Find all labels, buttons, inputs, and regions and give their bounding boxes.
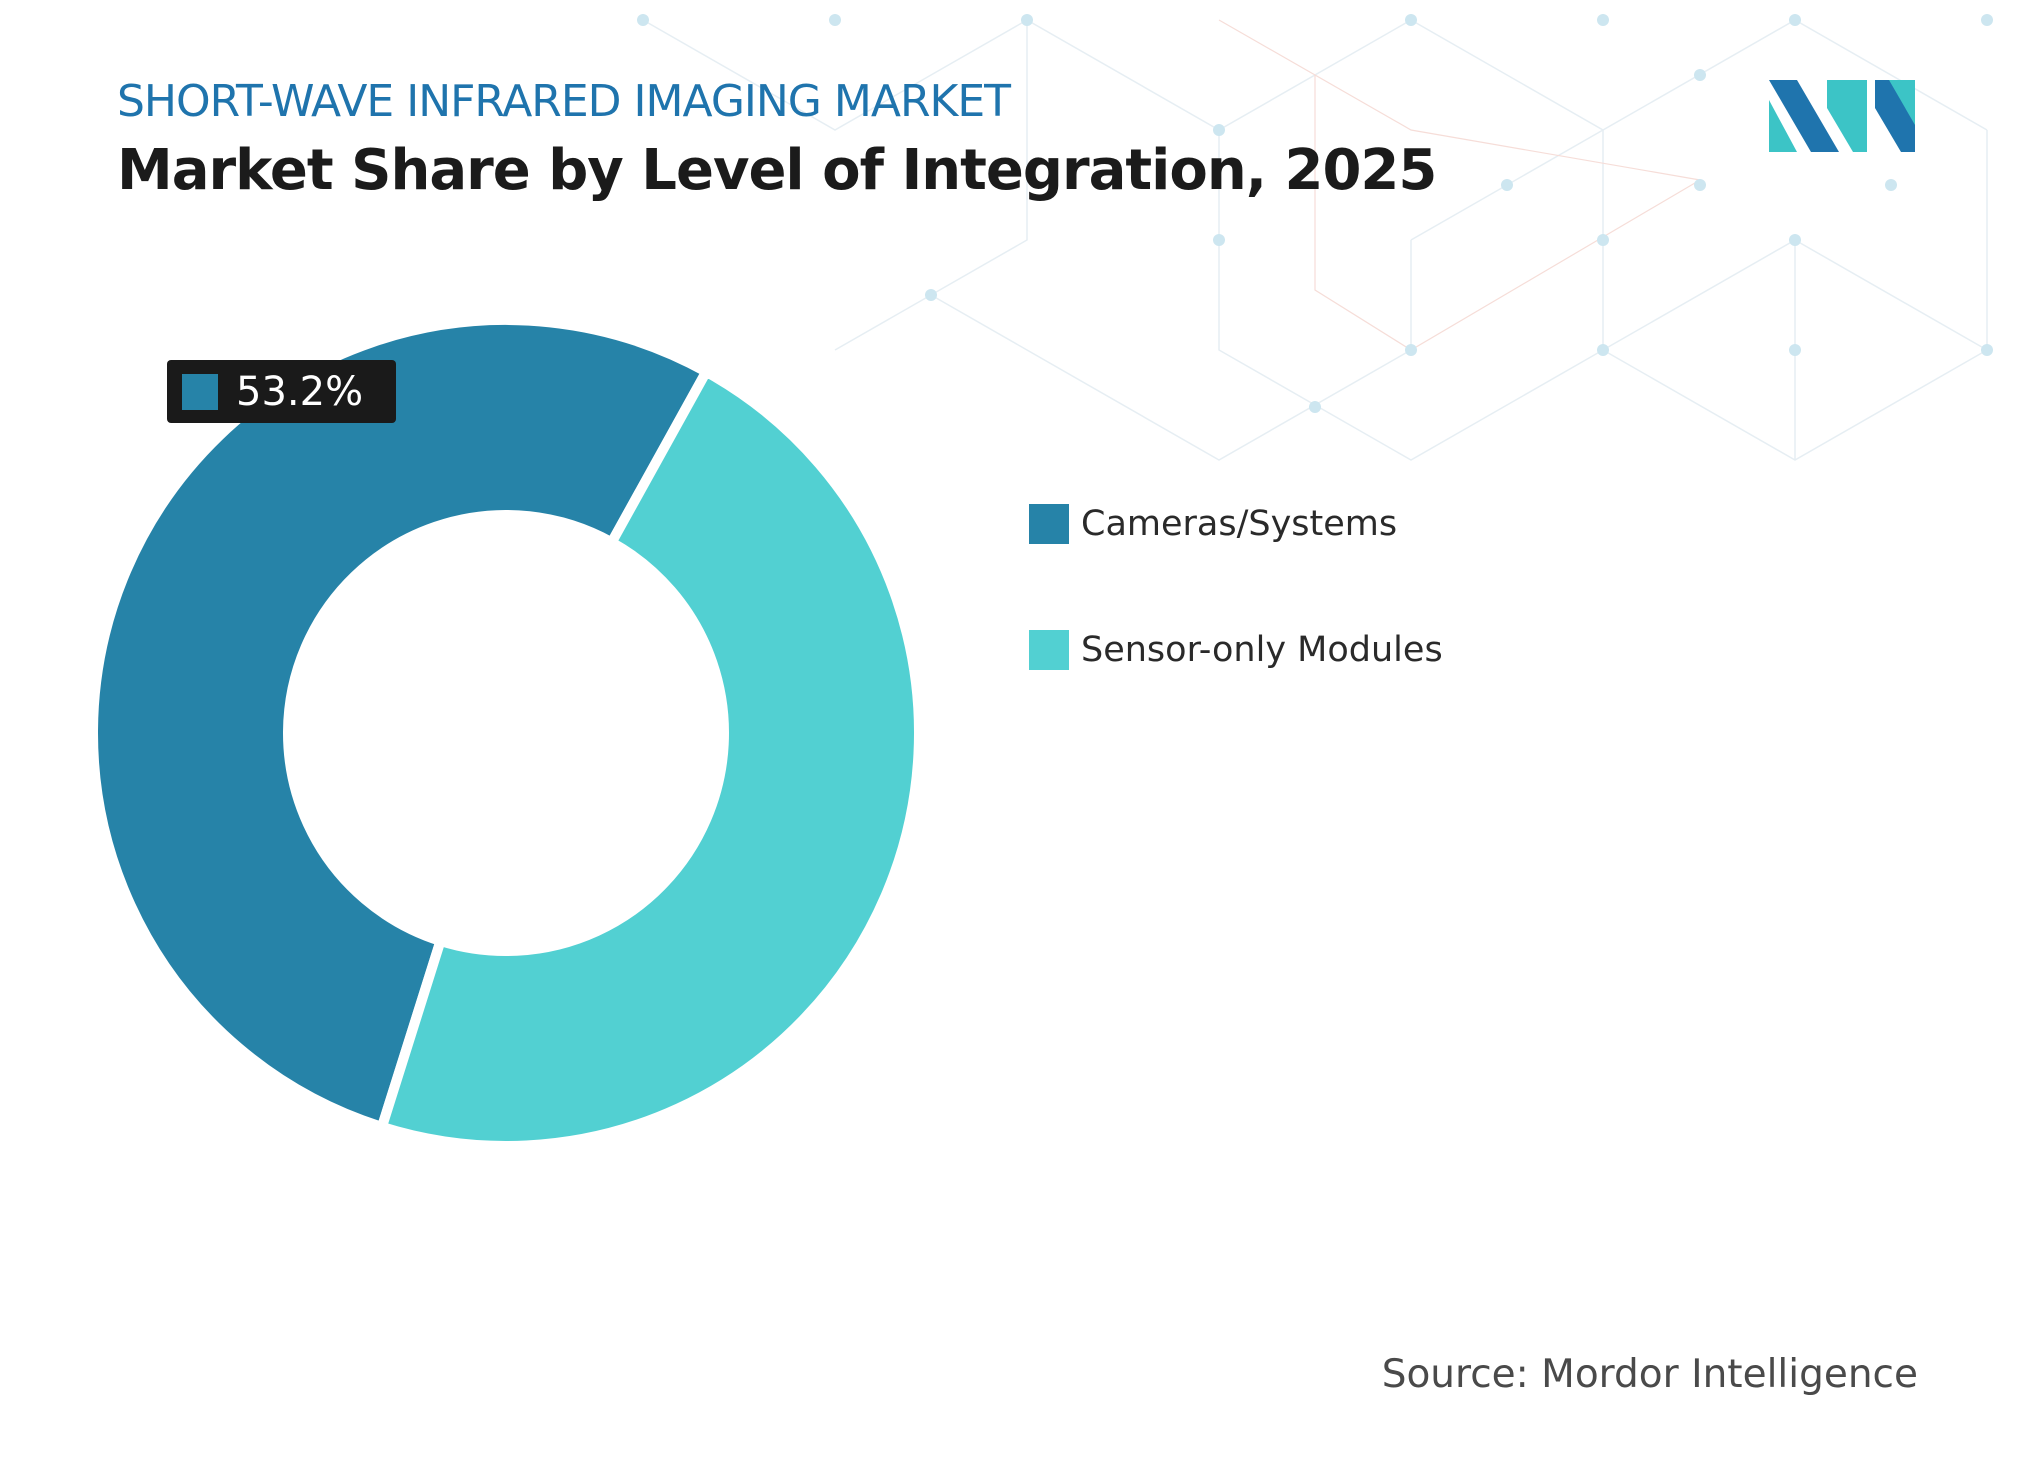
legend-swatch <box>1029 504 1069 544</box>
legend-item-sensor-only-modules: Sensor-only Modules <box>1029 630 1443 670</box>
donut-slice-sensor-only-modules <box>375 364 925 1151</box>
legend-label: Cameras/Systems <box>1081 504 1398 544</box>
legend-item-cameras-systems: Cameras/Systems <box>1029 504 1397 544</box>
data-label-swatch <box>182 373 218 410</box>
legend-label: Sensor-only Modules <box>1081 630 1443 670</box>
data-label-cameras-systems: 53.2% <box>167 360 396 423</box>
chart-title: Market Share by Level of Integration, 20… <box>117 138 1437 203</box>
donut-slice-cameras-systems <box>88 315 714 1134</box>
chart-subtitle: SHORT-WAVE INFRARED IMAGING MARKET <box>117 76 1011 127</box>
legend-swatch <box>1029 630 1069 670</box>
source-note: Source: Mordor Intelligence <box>1381 1352 1918 1397</box>
data-label-value: 53.2% <box>236 368 364 415</box>
mordor-intelligence-logo <box>1769 80 1915 152</box>
